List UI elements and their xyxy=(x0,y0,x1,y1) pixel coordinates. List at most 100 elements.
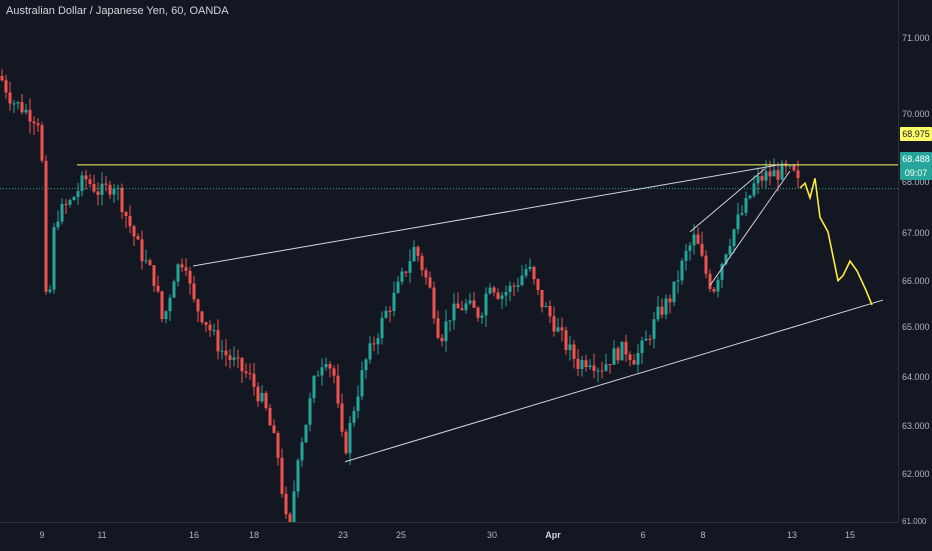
candle-body xyxy=(564,330,568,351)
candle-body xyxy=(436,318,440,338)
candle-body xyxy=(16,102,20,104)
candle-body xyxy=(492,287,496,293)
candle-body xyxy=(20,102,24,113)
candle-body xyxy=(400,271,404,282)
candle-body xyxy=(684,250,688,261)
candle-body xyxy=(328,364,332,369)
candle-body xyxy=(740,212,744,215)
candle-body xyxy=(304,424,308,443)
candle-body xyxy=(108,184,112,195)
candle-body xyxy=(396,281,400,293)
candle-body xyxy=(496,292,500,299)
candle-body xyxy=(388,310,392,312)
candle-body xyxy=(508,285,512,292)
candle-body xyxy=(412,246,416,262)
candle-body xyxy=(332,368,336,376)
x-tick-label: Apr xyxy=(545,530,561,540)
y-tick-label: 68.000 xyxy=(902,177,930,187)
candle-body xyxy=(732,229,736,247)
candle-body xyxy=(552,316,556,332)
candle-body xyxy=(628,354,632,361)
candle-body xyxy=(160,291,164,320)
candle-body xyxy=(260,392,264,402)
candle-body xyxy=(604,364,608,371)
candle-body xyxy=(472,300,476,308)
candle-body xyxy=(312,376,316,399)
candle-body xyxy=(668,298,672,303)
candle-body xyxy=(560,327,564,331)
candle-body xyxy=(376,338,380,345)
candle-body xyxy=(584,360,588,368)
candle-body xyxy=(268,407,272,426)
lower-trendline-line xyxy=(344,299,884,463)
candle-body xyxy=(288,514,292,522)
candle-body xyxy=(512,285,516,287)
candle-body xyxy=(384,310,388,318)
candle-body xyxy=(292,491,296,522)
x-tick-label: 8 xyxy=(700,530,706,540)
candle-body xyxy=(4,80,8,93)
candle-body xyxy=(408,261,412,273)
candle-body xyxy=(772,170,776,177)
candle-body xyxy=(368,343,372,360)
candle-body xyxy=(488,287,492,294)
price-axis[interactable] xyxy=(898,0,932,522)
y-tick-label: 63.000 xyxy=(902,421,930,431)
bar-countdown-tag: 09:07 xyxy=(900,166,932,180)
candle-body xyxy=(404,271,408,273)
resistance-price-tag: 68.975 xyxy=(900,127,932,141)
candle-body xyxy=(276,433,280,458)
candle-body xyxy=(500,295,504,299)
candle-body xyxy=(12,103,16,105)
candle-body xyxy=(556,327,560,332)
candle-body xyxy=(600,370,604,372)
candle-body xyxy=(656,306,660,320)
x-tick-label: 6 xyxy=(640,530,646,540)
price-chart-plot[interactable] xyxy=(0,0,898,522)
candle-body xyxy=(224,350,228,356)
candle-body xyxy=(572,344,576,359)
candle-body xyxy=(360,370,364,397)
candle-body xyxy=(176,264,180,282)
candle-body xyxy=(284,493,288,515)
candle-body xyxy=(672,281,676,303)
candle-body xyxy=(676,280,680,282)
candle-body xyxy=(528,266,532,270)
inner-channel-lower-line xyxy=(709,170,791,286)
candle-body xyxy=(188,270,192,284)
candle-body xyxy=(300,442,304,461)
candle-body xyxy=(588,365,592,368)
candle-body xyxy=(272,425,276,434)
candle-body xyxy=(612,348,616,365)
candle-body xyxy=(148,260,152,266)
candle-body xyxy=(480,315,484,318)
candle-body xyxy=(364,359,368,371)
current-price-tag: 68.488 xyxy=(900,152,932,166)
candle-body xyxy=(464,303,468,311)
candle-body xyxy=(216,330,220,352)
candle-body xyxy=(348,422,352,454)
candle-body xyxy=(516,285,520,287)
candle-body xyxy=(136,236,140,240)
candle-body xyxy=(424,270,428,278)
y-tick-label: 65.000 xyxy=(902,322,930,332)
candle-body xyxy=(100,183,104,195)
candle-body xyxy=(592,365,596,371)
candle-body xyxy=(88,179,92,185)
candle-body xyxy=(520,275,524,286)
candle-body xyxy=(456,303,460,309)
candle-body xyxy=(724,254,728,264)
candle-body xyxy=(124,212,128,217)
candle-body xyxy=(548,305,552,317)
candle-body xyxy=(352,411,356,423)
candle-body xyxy=(652,319,656,339)
time-axis[interactable] xyxy=(0,522,898,551)
candle-body xyxy=(660,306,664,315)
candle-body xyxy=(768,171,772,177)
candle-body xyxy=(72,197,76,201)
candle-body xyxy=(624,341,628,355)
candle-body xyxy=(220,350,224,352)
y-tick-label: 67.000 xyxy=(902,228,930,238)
candle-body xyxy=(32,121,36,124)
